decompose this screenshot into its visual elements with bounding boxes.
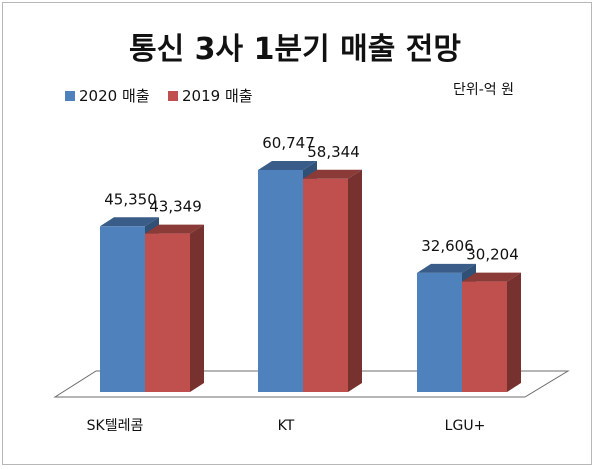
unit-note: 단위-억 원 [453, 82, 514, 98]
bar-top-face [303, 169, 362, 179]
bar-side-face [348, 169, 362, 392]
value-label-skt-2019: 43,349 [149, 198, 202, 216]
bar-top-face [462, 272, 521, 282]
category-labels-group: SK텔레콤 KT LGU+ [87, 418, 486, 434]
value-label-kt-2019: 58,344 [307, 143, 360, 161]
bar-top-face [100, 217, 159, 227]
bars-group [100, 161, 521, 392]
value-label-skt-2020: 45,350 [104, 190, 157, 208]
bar-chart: 통신 3사 1분기 매출 전망 2020 매출 2019 매출 단위-억 원 4… [53, 32, 570, 434]
bar-side-face [507, 272, 521, 392]
legend-label-2019: 2019 매출 [182, 87, 253, 105]
bar-front-face [303, 178, 348, 392]
bar-lgu-2019 [462, 272, 521, 392]
bar-top-face [258, 161, 317, 170]
bar-skt-2019 [145, 224, 204, 392]
category-label-lgu: LGU+ [445, 418, 486, 434]
legend: 2020 매출 2019 매출 [65, 87, 253, 105]
legend-swatch-2020 [65, 91, 75, 101]
chart-frame: 통신 3사 1분기 매출 전망 2020 매출 2019 매출 단위-억 원 4… [2, 2, 592, 465]
bar-front-face [462, 281, 507, 392]
category-label-kt: KT [278, 418, 295, 434]
bar-front-face [100, 226, 145, 392]
value-label-lgu-2020: 32,606 [421, 237, 474, 255]
category-label-skt: SK텔레콤 [87, 418, 144, 434]
chart-title: 통신 3사 1분기 매출 전망 [129, 32, 461, 67]
bar-side-face [190, 224, 204, 392]
bar-top-face [145, 224, 204, 234]
legend-swatch-2019 [168, 91, 178, 101]
bar-front-face [145, 233, 190, 392]
bar-front-face [258, 170, 303, 392]
bar-kt-2019 [303, 169, 362, 392]
legend-label-2020: 2020 매출 [79, 87, 150, 105]
bar-top-face [417, 263, 476, 273]
value-label-kt-2020: 60,747 [262, 134, 315, 152]
bar-front-face [417, 272, 462, 392]
value-label-lgu-2019: 30,204 [466, 246, 519, 264]
